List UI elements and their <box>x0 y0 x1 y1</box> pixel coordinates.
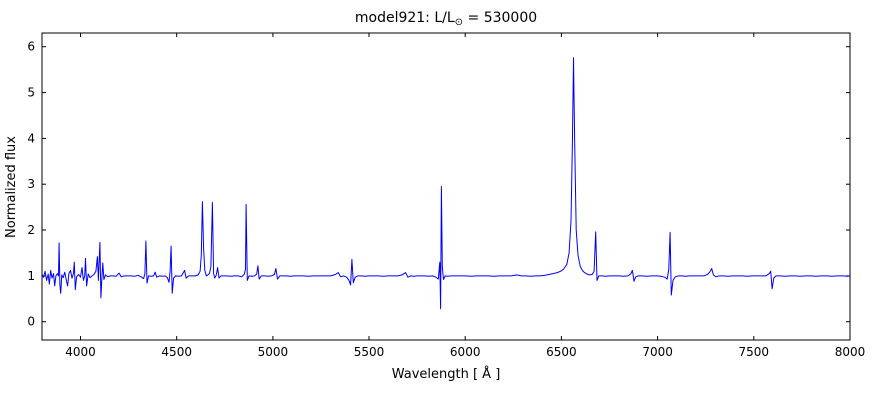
chart-title: model921: L/L⊙ = 530000 <box>355 10 537 28</box>
x-tick-label: 5500 <box>354 345 385 359</box>
x-tick-label: 7000 <box>642 345 673 359</box>
x-tick-label: 4000 <box>65 345 96 359</box>
x-tick-label: 8000 <box>835 345 866 359</box>
y-tick-label: 2 <box>27 223 35 237</box>
y-tick-label: 0 <box>27 315 35 329</box>
y-tick-label: 5 <box>27 86 35 100</box>
y-tick-label: 1 <box>27 269 35 283</box>
x-tick-label: 6000 <box>450 345 481 359</box>
axes-frame <box>41 32 851 341</box>
y-tick-label: 3 <box>27 177 35 191</box>
y-tick-label: 6 <box>27 40 35 54</box>
spectrum-line <box>41 57 851 310</box>
x-axis-label: Wavelength [ Å ] <box>392 366 501 382</box>
y-tick-label: 4 <box>27 131 35 145</box>
y-axis-label: Normalized flux <box>4 136 19 238</box>
chart-title-suffix: = 530000 <box>463 10 537 26</box>
x-tick-label: 5000 <box>258 345 289 359</box>
chart-title-prefix: model921: L/L <box>355 10 455 26</box>
x-tick-label: 6500 <box>546 345 577 359</box>
chart-title-subscript: ⊙ <box>455 17 463 28</box>
x-tick-label: 4500 <box>161 345 192 359</box>
x-tick-label: 7500 <box>739 345 770 359</box>
